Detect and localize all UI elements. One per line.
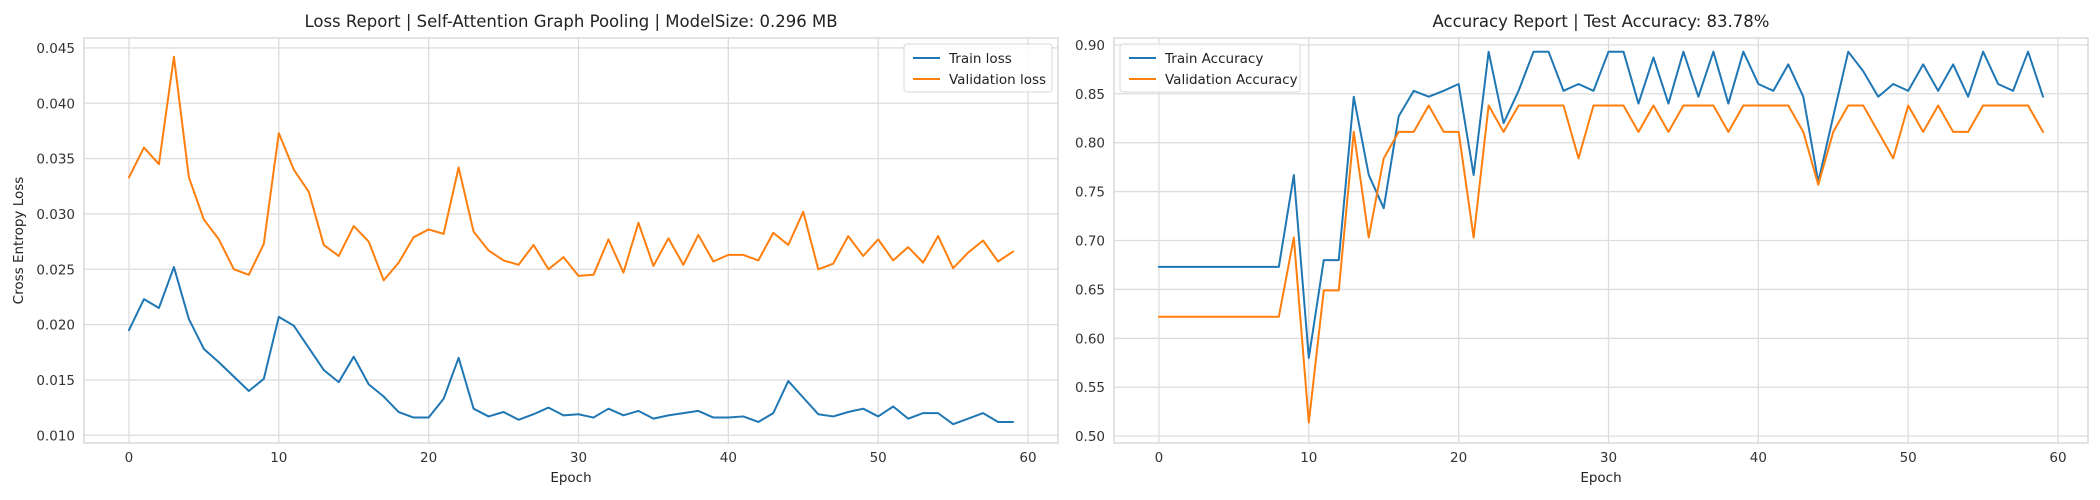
loss-y-tick-label: 0.030: [36, 207, 75, 223]
accuracy-legend-label: Train Accuracy: [1164, 51, 1263, 67]
accuracy-y-tick-label: 0.70: [1075, 234, 1105, 250]
loss-legend-label: Train loss: [948, 51, 1012, 67]
loss-y-tick-label: 0.020: [36, 318, 75, 334]
loss-y-tick-label: 0.045: [36, 41, 75, 57]
loss-x-axis-label: Epoch: [550, 470, 591, 486]
loss-x-tick-label: 60: [1019, 450, 1036, 466]
loss-plot-area: [84, 38, 1058, 443]
loss-chart-title: Loss Report | Self-Attention Graph Pooli…: [304, 12, 837, 31]
loss-y-tick-label: 0.015: [36, 373, 75, 389]
loss-y-tick-label: 0.035: [36, 152, 75, 168]
loss-x-tick-label: 50: [870, 450, 887, 466]
accuracy-legend: Train Accuracy Validation Accuracy: [1119, 43, 1301, 93]
accuracy-x-tick-label: 0: [1155, 450, 1164, 466]
accuracy-x-tick-label: 20: [1450, 450, 1467, 466]
loss-x-tick-label: 40: [720, 450, 737, 466]
accuracy-plot-frame: [1113, 37, 2089, 444]
loss-plot-frame: [83, 37, 1059, 444]
loss-legend-label: Validation loss: [949, 72, 1046, 88]
accuracy-y-tick-label: 0.65: [1075, 282, 1105, 298]
accuracy-y-tick-label: 0.75: [1075, 185, 1105, 201]
accuracy-chart: 0 10 20 30 40 50 60 0.50 0.55 0.60 0.65 0.70 0.75 0.8…: [1075, 12, 2089, 486]
accuracy-series-line-validation: [1157, 104, 2045, 424]
accuracy-legend-label: Validation Accuracy: [1165, 72, 1298, 88]
accuracy-series-line-train: [1157, 50, 2045, 359]
accuracy-x-tick-label: 60: [2049, 450, 2066, 466]
loss-y-tick-label: 0.010: [36, 428, 75, 444]
loss-series-line-validation: [127, 55, 1015, 282]
loss-y-tick-label: 0.025: [36, 262, 75, 278]
accuracy-y-tick-label: 0.90: [1075, 38, 1105, 54]
accuracy-x-tick-label: 40: [1750, 450, 1767, 466]
accuracy-x-tick-label: 50: [1900, 450, 1917, 466]
accuracy-y-tick-label: 0.55: [1075, 380, 1105, 396]
accuracy-x-tick-label: 10: [1300, 450, 1317, 466]
loss-series-line-train: [127, 266, 1015, 426]
loss-x-tick-label: 30: [570, 450, 587, 466]
accuracy-y-tick-label: 0.85: [1075, 87, 1105, 103]
loss-x-tick-label: 0: [125, 450, 134, 466]
accuracy-legend-box: [1119, 43, 1301, 93]
loss-x-tick-label: 20: [420, 450, 437, 466]
loss-x-tick-label: 10: [270, 450, 287, 466]
loss-y-tick-label: 0.040: [36, 96, 75, 112]
accuracy-y-tick-label: 0.60: [1075, 331, 1105, 347]
loss-y-axis-label: Cross Entropy Loss: [11, 177, 27, 305]
accuracy-x-tick-label: 30: [1600, 450, 1617, 466]
loss-legend-box: [903, 43, 1053, 93]
accuracy-y-tick-label: 0.80: [1075, 136, 1105, 152]
loss-chart: 0 10 20 30 40 50 60 0.010 0.015 0.020 0.025 0.030 0.…: [11, 12, 1059, 486]
loss-legend: Train loss Validation loss: [903, 43, 1053, 93]
accuracy-chart-title: Accuracy Report | Test Accuracy: 83.78%: [1433, 12, 1770, 31]
accuracy-y-tick-label: 0.50: [1075, 429, 1105, 445]
accuracy-x-axis-label: Epoch: [1580, 470, 1621, 486]
